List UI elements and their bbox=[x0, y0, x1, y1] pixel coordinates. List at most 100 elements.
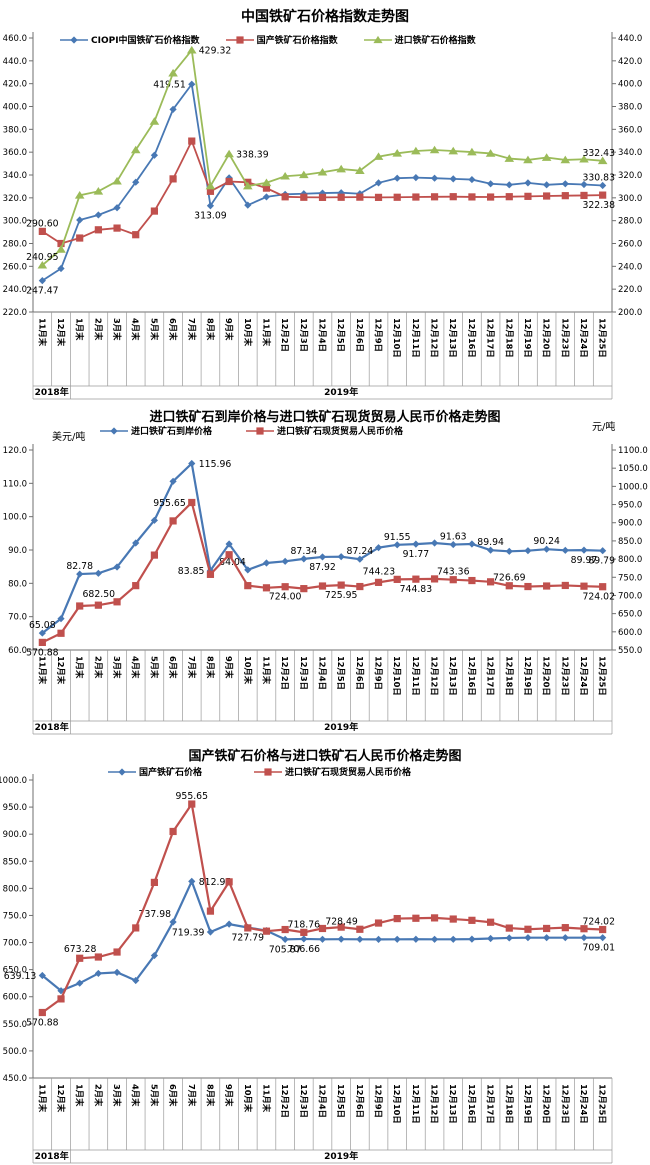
svg-text:12月末: 12月末 bbox=[56, 656, 66, 685]
svg-text:812.95: 812.95 bbox=[199, 877, 232, 888]
legend-label: 国产铁矿石价格指数 bbox=[256, 36, 338, 46]
chart-title: 进口铁矿石到岸价格与进口铁矿石现货贸易人民币价格走势图 bbox=[149, 410, 501, 425]
chart-china-iron-ore-price-index: 中国铁矿石价格指数走势图 CIOPI中国铁矿石价格指数 国产铁矿石价格指数 进口… bbox=[0, 0, 650, 400]
svg-text:7月末: 7月末 bbox=[187, 318, 197, 341]
svg-text:2019年: 2019年 bbox=[324, 386, 358, 398]
svg-text:300.0: 300.0 bbox=[3, 217, 27, 227]
svg-text:11月末: 11月末 bbox=[37, 318, 47, 347]
svg-text:750.0: 750.0 bbox=[3, 911, 27, 921]
axes: 450.0 500.0 550.0 600.0 650.0 700.0 750.0 800.0… bbox=[0, 774, 612, 1084]
x-label-table: 11月末 12月末 1月末 2月末 3月末 4月末 5月末 6月末 7月末 8月末 9月末 10月末 1… bbox=[32, 1078, 613, 1164]
svg-text:705.87: 705.87 bbox=[269, 944, 302, 955]
svg-text:400.0: 400.0 bbox=[618, 80, 642, 90]
svg-text:12月3日: 12月3日 bbox=[299, 656, 309, 690]
legend-marker-square-icon bbox=[225, 35, 254, 45]
svg-text:247.47: 247.47 bbox=[26, 286, 59, 297]
index-chart-plot-area: 220.0 240.0 260.0 280.0 300.0 320.0 340.0 360.0… bbox=[3, 32, 642, 400]
svg-text:2018年: 2018年 bbox=[35, 721, 69, 733]
svg-text:87.24: 87.24 bbox=[347, 546, 374, 557]
chart-title: 国产铁矿石价格与进口铁矿石人民币价格走势图 bbox=[188, 749, 462, 764]
svg-text:12月24日: 12月24日 bbox=[579, 318, 589, 358]
svg-text:240.95: 240.95 bbox=[26, 252, 59, 263]
svg-text:11月末: 11月末 bbox=[37, 1084, 47, 1113]
svg-text:12月4日: 12月4日 bbox=[318, 1084, 328, 1118]
legend: CIOPI中国铁矿石价格指数 国产铁矿石价格指数 进口铁矿石价格指数 bbox=[60, 33, 476, 46]
svg-text:12月13日: 12月13日 bbox=[448, 656, 458, 696]
svg-text:5月末: 5月末 bbox=[149, 318, 159, 341]
svg-text:12月18日: 12月18日 bbox=[504, 1084, 514, 1124]
svg-text:2018年: 2018年 bbox=[35, 386, 69, 398]
svg-text:500.0: 500.0 bbox=[3, 1047, 27, 1057]
svg-text:12月4日: 12月4日 bbox=[318, 318, 328, 352]
svg-text:420.0: 420.0 bbox=[3, 80, 27, 90]
svg-text:12月17日: 12月17日 bbox=[486, 318, 496, 358]
svg-text:2月末: 2月末 bbox=[93, 1084, 103, 1107]
svg-text:320.0: 320.0 bbox=[618, 171, 642, 181]
svg-text:8月末: 8月末 bbox=[205, 318, 215, 341]
svg-text:6月末: 6月末 bbox=[168, 656, 178, 679]
legend-label: 国产铁矿石价格 bbox=[139, 768, 203, 778]
svg-text:330.83: 330.83 bbox=[582, 172, 615, 183]
svg-text:1100.0: 1100.0 bbox=[618, 446, 648, 456]
svg-text:83.85: 83.85 bbox=[178, 566, 205, 577]
series-triangle: 240.95 429.32 338.39 332.43 bbox=[26, 46, 615, 269]
chart-domestic-vs-import-rmb-price: 国产铁矿石价格与进口铁矿石人民币价格走势图 国产铁矿石价格 进口铁矿石现货贸易人… bbox=[0, 735, 650, 1165]
svg-text:380.0: 380.0 bbox=[618, 103, 642, 113]
svg-text:12月24日: 12月24日 bbox=[579, 1084, 589, 1124]
svg-text:3月末: 3月末 bbox=[112, 1084, 122, 1107]
svg-text:12月25日: 12月25日 bbox=[598, 656, 608, 696]
svg-text:12月25日: 12月25日 bbox=[598, 1084, 608, 1124]
svg-text:6月末: 6月末 bbox=[168, 1084, 178, 1107]
svg-text:4月末: 4月末 bbox=[131, 656, 141, 679]
svg-text:10月末: 10月末 bbox=[243, 318, 253, 347]
y-axis-unit-usd-per-ton: 美元/吨 bbox=[52, 432, 86, 443]
svg-text:460.0: 460.0 bbox=[3, 34, 27, 44]
svg-text:706.66: 706.66 bbox=[288, 944, 321, 955]
svg-text:850.0: 850.0 bbox=[3, 857, 27, 867]
svg-text:8月末: 8月末 bbox=[205, 1084, 215, 1107]
series: 639.13 737.98 812.95 719.39 727.79 705.87706.… bbox=[4, 791, 615, 1028]
svg-text:724.02: 724.02 bbox=[582, 917, 615, 928]
svg-text:82.78: 82.78 bbox=[66, 561, 93, 572]
svg-text:429.32: 429.32 bbox=[199, 46, 232, 57]
svg-text:12月25日: 12月25日 bbox=[598, 318, 608, 358]
svg-text:12月6日: 12月6日 bbox=[355, 656, 365, 690]
svg-text:12月19日: 12月19日 bbox=[523, 1084, 533, 1124]
svg-text:420.0: 420.0 bbox=[618, 57, 642, 67]
svg-text:2月末: 2月末 bbox=[93, 318, 103, 341]
svg-text:91.63: 91.63 bbox=[440, 532, 467, 543]
svg-text:313.09: 313.09 bbox=[194, 211, 227, 222]
series-diamond: 247.47 419.51 313.09 330.83 bbox=[26, 80, 615, 297]
svg-text:12月11日: 12月11日 bbox=[411, 318, 421, 358]
series-square: 570.88 682.50 955.65 724.00 725.95 744.23 744.… bbox=[26, 498, 615, 658]
svg-text:360.0: 360.0 bbox=[618, 125, 642, 135]
legend-label: 进口铁矿石到岸价格 bbox=[131, 427, 213, 437]
svg-text:3月末: 3月末 bbox=[112, 318, 122, 341]
legend-item: 进口铁矿石价格指数 bbox=[363, 33, 476, 46]
svg-text:12月16日: 12月16日 bbox=[467, 1084, 477, 1124]
svg-text:4月末: 4月末 bbox=[131, 1084, 141, 1107]
svg-text:744.23: 744.23 bbox=[363, 566, 396, 577]
svg-text:12月10日: 12月10日 bbox=[392, 318, 402, 358]
svg-text:11月末: 11月末 bbox=[261, 318, 271, 347]
svg-text:900.0: 900.0 bbox=[618, 519, 642, 529]
svg-text:12月16日: 12月16日 bbox=[467, 318, 477, 358]
svg-text:2019年: 2019年 bbox=[324, 1150, 358, 1162]
svg-text:800.0: 800.0 bbox=[618, 555, 642, 565]
svg-text:260.0: 260.0 bbox=[3, 262, 27, 272]
svg-text:419.51: 419.51 bbox=[153, 80, 186, 91]
legend-item: 进口铁矿石现货贸易人民币价格 bbox=[246, 424, 403, 437]
svg-text:12月9日: 12月9日 bbox=[374, 656, 384, 690]
series: 65.0882.78115.9683.8584.0487.3487.9287.2… bbox=[26, 459, 615, 658]
svg-text:300.0: 300.0 bbox=[618, 194, 642, 204]
svg-text:9月末: 9月末 bbox=[224, 1084, 234, 1107]
svg-text:91.77: 91.77 bbox=[403, 549, 430, 560]
svg-text:320.0: 320.0 bbox=[3, 194, 27, 204]
legend-marker-diamond-icon bbox=[100, 426, 128, 436]
svg-text:673.28: 673.28 bbox=[64, 944, 97, 955]
svg-text:727.79: 727.79 bbox=[232, 932, 265, 943]
svg-text:260.0: 260.0 bbox=[618, 240, 642, 250]
svg-text:12月18日: 12月18日 bbox=[504, 656, 514, 696]
svg-text:87.34: 87.34 bbox=[291, 546, 318, 557]
